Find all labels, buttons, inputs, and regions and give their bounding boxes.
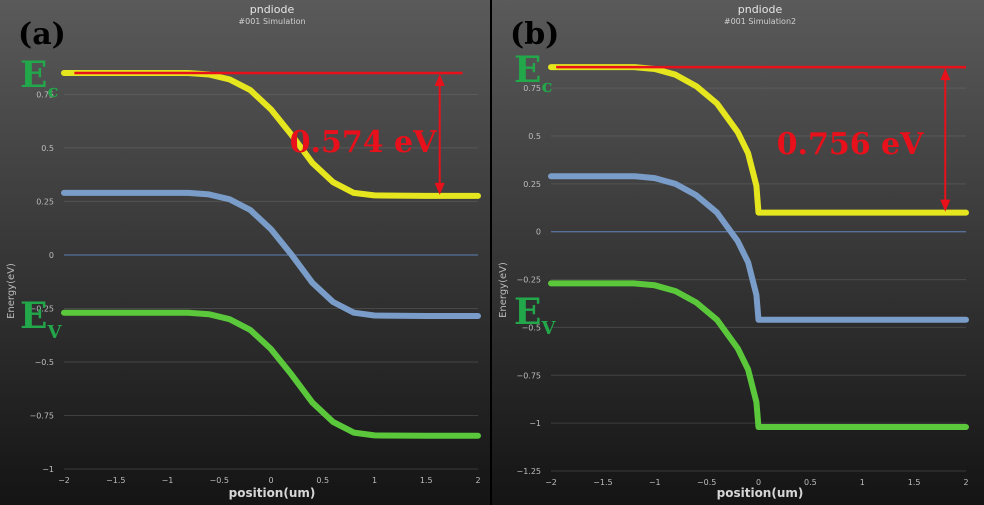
y-tick-label: 0.75 xyxy=(36,90,54,99)
band-label-subscript: c xyxy=(47,81,58,102)
x-tick-label: −2 xyxy=(545,478,557,487)
panel-divider xyxy=(490,0,492,505)
band-label-valence: EV xyxy=(20,295,62,343)
band-label-conduction: Ec xyxy=(20,54,58,102)
x-tick-label: 1 xyxy=(372,476,377,485)
band-label-main: E xyxy=(20,295,47,337)
panel-label: (b) xyxy=(510,17,559,52)
y-tick-label: −0.25 xyxy=(516,276,541,285)
x-tick-label: 0 xyxy=(268,476,273,485)
series-line-1 xyxy=(61,189,481,319)
series-line-0 xyxy=(548,64,969,216)
x-tick-label: 0 xyxy=(756,478,761,487)
series-line-2 xyxy=(548,280,969,430)
chart-subtitle: #001 Simulation2 xyxy=(724,17,796,26)
gap-arrow-head-bottom xyxy=(940,199,951,212)
gap-arrow-head-bottom xyxy=(434,182,445,195)
y-tick-label: 0.75 xyxy=(523,84,541,93)
band-label-main: E xyxy=(514,291,541,333)
y-tick-label: 0.25 xyxy=(523,180,541,189)
y-axis-title: Energy(eV) xyxy=(6,263,17,319)
gap-value-label: 0.574 eV xyxy=(290,125,437,160)
x-tick-label: 2 xyxy=(963,478,968,487)
y-tick-label: −0.75 xyxy=(29,411,54,420)
panel-label: (a) xyxy=(18,17,66,52)
y-tick-label: 0.25 xyxy=(36,197,54,206)
y-tick-label: −1.25 xyxy=(516,467,541,476)
band-label-subscript: c xyxy=(541,76,552,97)
x-tick-label: 1.5 xyxy=(420,476,433,485)
x-tick-label: −1 xyxy=(649,478,661,487)
chart-subtitle: #001 Simulation xyxy=(238,17,305,26)
panel-background xyxy=(492,0,984,505)
x-tick-label: 1.5 xyxy=(908,478,921,487)
y-tick-label: −0.25 xyxy=(29,304,54,313)
x-tick-label: 0.5 xyxy=(804,478,817,487)
series-line-0 xyxy=(61,70,481,199)
chart-title: pndiode xyxy=(250,3,295,16)
x-tick-label: 0.5 xyxy=(316,476,329,485)
band-label-valence: EV xyxy=(514,291,556,339)
y-tick-label: 0 xyxy=(536,228,541,237)
gap-arrow-head-top xyxy=(940,68,951,81)
y-tick-label: 0.5 xyxy=(528,132,541,141)
gap-arrow-head-top xyxy=(434,74,445,86)
y-tick-label: −1 xyxy=(42,465,54,474)
series-line-2 xyxy=(61,309,481,439)
y-tick-label: 0 xyxy=(49,251,54,260)
gap-value-label: 0.756 eV xyxy=(777,127,924,162)
y-axis-title: Energy(eV) xyxy=(498,262,509,318)
series-line-1 xyxy=(548,173,969,323)
band-label-subscript: V xyxy=(540,318,556,339)
panel-b: −1.25 −1 −0.75 −0.5 −0.25 0 0.25 0.5 0.75 −2 −1.5 −… xyxy=(492,0,984,505)
band-label-subscript: V xyxy=(46,322,62,343)
y-tick-label: −0.5 xyxy=(522,323,541,332)
x-tick-label: 1 xyxy=(860,478,865,487)
band-label-main: E xyxy=(20,54,47,96)
x-tick-label: 2 xyxy=(475,476,480,485)
band-label-conduction: Ec xyxy=(514,49,552,97)
x-tick-label: −1.5 xyxy=(593,478,612,487)
chart-title: pndiode xyxy=(738,3,783,16)
y-tick-label: 0.5 xyxy=(41,144,54,153)
x-axis-title: position(um) xyxy=(229,486,316,500)
x-tick-label: −2 xyxy=(58,476,70,485)
y-tick-label: −1 xyxy=(529,419,541,428)
y-tick-label: −0.75 xyxy=(516,371,541,380)
panel-a: −1 −0.75 −0.5 −0.25 0 0.25 0.5 0.75 −2 −1.5 −1 −0.5… xyxy=(0,0,490,505)
band-label-main: E xyxy=(514,49,541,91)
x-tick-label: −0.5 xyxy=(210,476,229,485)
x-tick-label: −1.5 xyxy=(106,476,125,485)
x-tick-label: −1 xyxy=(162,476,174,485)
x-axis-title: position(um) xyxy=(717,486,804,500)
y-tick-label: −0.5 xyxy=(35,358,54,367)
x-tick-label: −0.5 xyxy=(697,478,716,487)
